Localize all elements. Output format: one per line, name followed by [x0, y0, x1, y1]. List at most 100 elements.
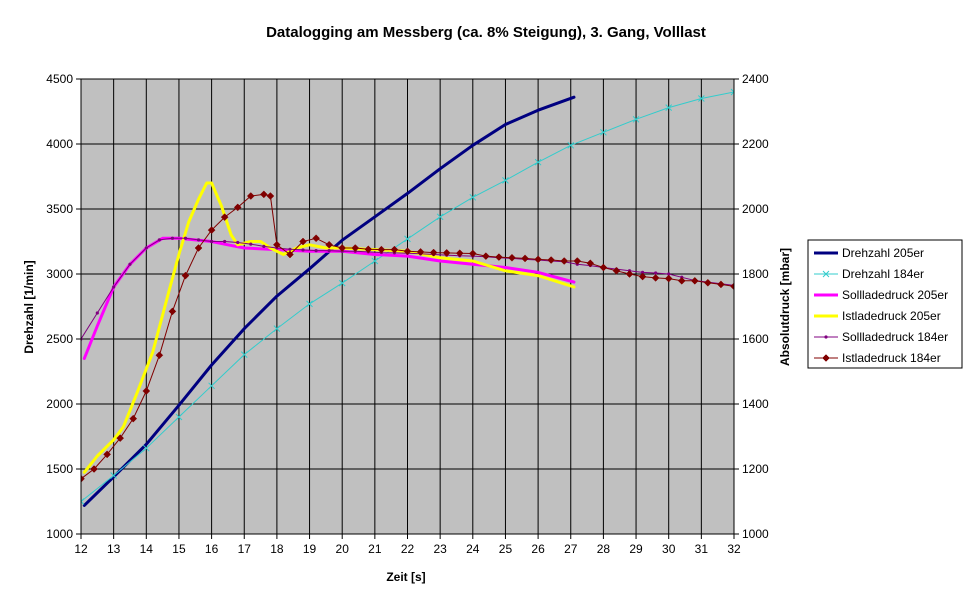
- series-point: [717, 280, 725, 289]
- x-tick-label: 29: [629, 542, 643, 556]
- y-tick-label: 3000: [46, 267, 73, 281]
- series-point: [560, 257, 569, 265]
- series-point: [364, 245, 373, 254]
- series-point: [822, 270, 830, 278]
- series-point: [351, 244, 360, 252]
- series-point: [508, 253, 516, 262]
- series-point: [306, 300, 313, 308]
- legend-label: Sollladedruck 205er: [842, 288, 948, 302]
- y-tick-label: 1500: [46, 462, 73, 476]
- series-point: [110, 472, 118, 479]
- series-point: [312, 234, 320, 243]
- series-point: [390, 245, 399, 254]
- y-tick-label: 3500: [46, 202, 73, 216]
- series-point: [664, 274, 673, 283]
- y2-tick-label: 1400: [742, 397, 769, 411]
- series-point: [377, 245, 386, 254]
- series-point: [690, 276, 699, 285]
- legend-label: Drehzahl 205er: [842, 246, 924, 260]
- series-line: [81, 237, 734, 340]
- legend-label: Istladedruck 205er: [842, 309, 941, 323]
- y2-tick-label: 1800: [742, 267, 769, 281]
- series-point: [632, 115, 640, 123]
- series-point: [240, 351, 248, 358]
- series-point: [521, 254, 529, 263]
- x-tick-label: 18: [270, 542, 284, 556]
- y-axis-title: Drehzahl [1/min]: [22, 260, 36, 353]
- series-point: [677, 276, 686, 285]
- x-tick-label: 12: [74, 542, 88, 556]
- x-axis-title: Zeit [s]: [386, 570, 425, 584]
- series-point: [495, 253, 503, 261]
- x-tick-label: 21: [368, 542, 382, 556]
- axes: 12 13 14 15 16 17 18 19 20 21 22 23 24 25 26 27 28 29 30 31…: [46, 72, 769, 556]
- series-point: [573, 257, 582, 265]
- series-point: [338, 244, 347, 252]
- series-point: [704, 278, 712, 287]
- series-point: [429, 248, 438, 257]
- series-point: [259, 190, 268, 199]
- y2-tick-label: 1200: [742, 462, 769, 476]
- x-tick-label: 30: [662, 542, 676, 556]
- x-tick-label: 20: [336, 542, 350, 556]
- series-point: [665, 104, 673, 111]
- series-point: [338, 279, 346, 287]
- y-tick-label: 2000: [46, 397, 73, 411]
- y2-tick-label: 2000: [742, 202, 769, 216]
- series-point: [697, 95, 705, 102]
- y2-tick-label: 1600: [742, 332, 769, 346]
- series-point: [103, 450, 111, 459]
- series-point: [567, 141, 575, 149]
- series-point: [436, 213, 444, 221]
- y2-tick-label: 1000: [742, 527, 769, 541]
- series-point: [246, 192, 255, 200]
- series-point: [236, 240, 240, 245]
- x-tick-label: 31: [695, 542, 709, 556]
- series-point: [586, 259, 595, 268]
- legend-item: Sollladedruck 184er: [814, 330, 948, 344]
- legend-item: Drehzahl 205er: [814, 246, 924, 260]
- series-point: [600, 128, 607, 136]
- series-point: [129, 414, 138, 423]
- series-point: [730, 282, 734, 291]
- series-istladedruck-205er: [82, 181, 576, 474]
- series-point: [625, 270, 634, 278]
- series-point: [175, 413, 183, 421]
- series-point: [286, 250, 294, 259]
- chart-title: Datalogging am Messberg (ca. 8% Steigung…: [266, 24, 706, 41]
- series-line: [82, 181, 576, 474]
- x-tick-label: 14: [140, 542, 154, 556]
- series-point: [416, 248, 425, 256]
- series-point: [196, 238, 201, 242]
- series-point: [266, 192, 275, 200]
- series-point: [654, 271, 658, 275]
- series-drehzahl-184er: [81, 88, 734, 505]
- series-point: [547, 256, 556, 264]
- series-point: [651, 274, 660, 282]
- series-point: [181, 271, 190, 280]
- x-tick-label: 23: [433, 542, 447, 556]
- series-point: [502, 177, 509, 184]
- series-point: [207, 226, 216, 234]
- series-point: [824, 335, 828, 339]
- y2-tick-label: 2400: [742, 72, 769, 86]
- x-tick-label: 24: [466, 542, 480, 556]
- x-tick-label: 26: [531, 542, 545, 556]
- series-point: [299, 237, 307, 246]
- series-point: [249, 242, 253, 246]
- series-point: [667, 272, 671, 276]
- series-point: [403, 247, 412, 256]
- x-tick-label: 22: [401, 542, 415, 556]
- series-point: [223, 239, 227, 244]
- series-point: [142, 444, 150, 452]
- series-point: [468, 249, 477, 258]
- legend-item: Drehzahl 184er: [814, 267, 924, 281]
- series-point: [90, 465, 98, 473]
- series-point: [301, 248, 305, 252]
- legend-label: Istladedruck 184er: [842, 351, 941, 365]
- y-tick-label: 4500: [46, 72, 73, 86]
- x-tick-label: 25: [499, 542, 513, 556]
- x-tick-label: 32: [727, 542, 741, 556]
- legend-item: Istladedruck 184er: [814, 351, 941, 365]
